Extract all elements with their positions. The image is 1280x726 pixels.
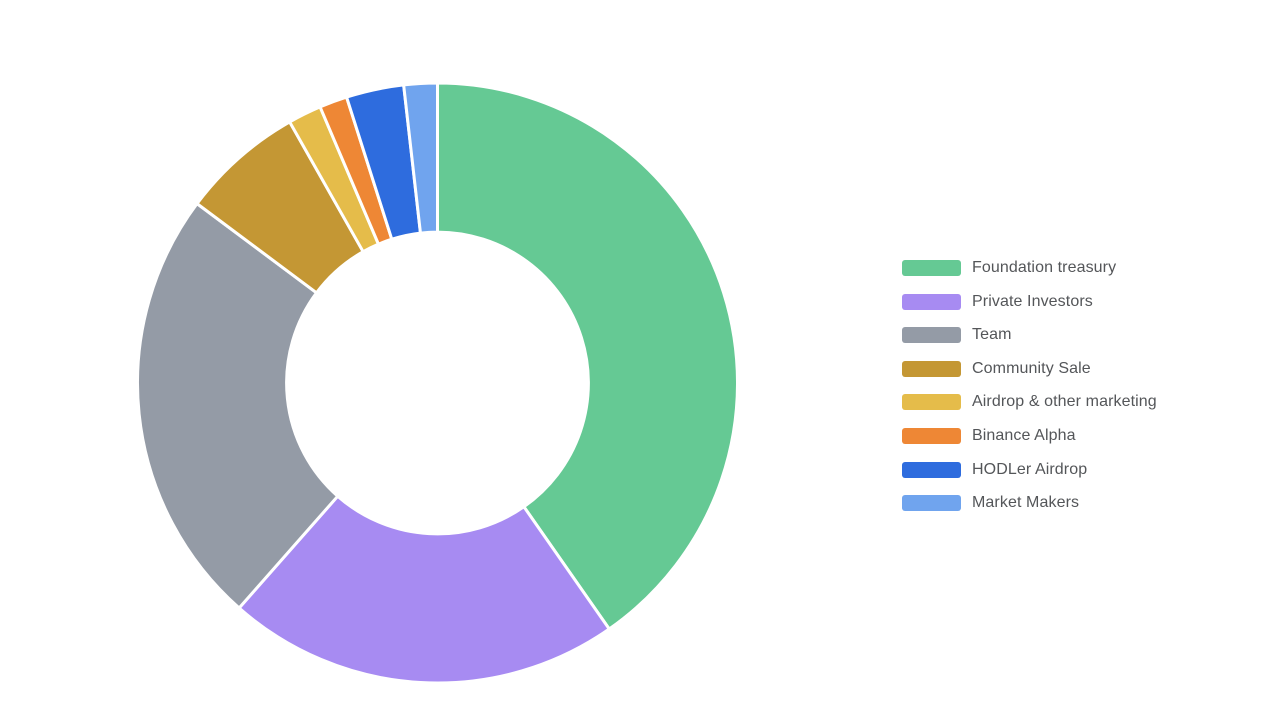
legend-swatch-icon <box>902 461 961 478</box>
donut-slice-team[interactable] <box>136 202 340 610</box>
donut-slice-private-investors[interactable] <box>237 494 611 685</box>
legend-item-airdrop-other-marketing[interactable]: Airdrop & other marketing <box>902 393 1157 411</box>
donut-slice-market-makers[interactable] <box>402 81 439 235</box>
donut-slice-foundation-treasury[interactable] <box>436 81 740 631</box>
legend-item-binance-alpha[interactable]: Binance Alpha <box>902 426 1157 444</box>
legend-swatch-icon <box>902 327 961 344</box>
legend-swatch-icon <box>902 495 961 512</box>
legend-label: Foundation treasury <box>972 259 1117 276</box>
legend-item-market-makers[interactable]: Market Makers <box>902 494 1157 512</box>
legend-swatch-icon <box>902 260 961 276</box>
legend-item-foundation-treasury[interactable]: Foundation treasury <box>902 260 1157 276</box>
legend-swatch-icon <box>902 427 961 444</box>
legend-label: Binance Alpha <box>972 426 1076 444</box>
legend-item-team[interactable]: Team <box>902 326 1157 344</box>
legend-item-hodler-airdrop[interactable]: HODLer Airdrop <box>902 460 1157 478</box>
legend-swatch-icon <box>902 293 961 310</box>
legend-label: HODLer Airdrop <box>972 460 1088 478</box>
legend-label: Airdrop & other marketing <box>972 393 1157 411</box>
legend-item-private-investors[interactable]: Private Investors <box>902 292 1157 310</box>
legend-item-community-sale[interactable]: Community Sale <box>902 359 1157 377</box>
legend-swatch-icon <box>902 394 961 411</box>
legend-swatch-icon <box>902 360 961 377</box>
legend-label: Community Sale <box>972 359 1091 377</box>
legend-label: Team <box>972 326 1012 344</box>
chart-legend: Foundation treasury Private Investors Te… <box>902 260 1157 512</box>
legend-label: Private Investors <box>972 292 1093 310</box>
legend-label: Market Makers <box>972 494 1080 512</box>
